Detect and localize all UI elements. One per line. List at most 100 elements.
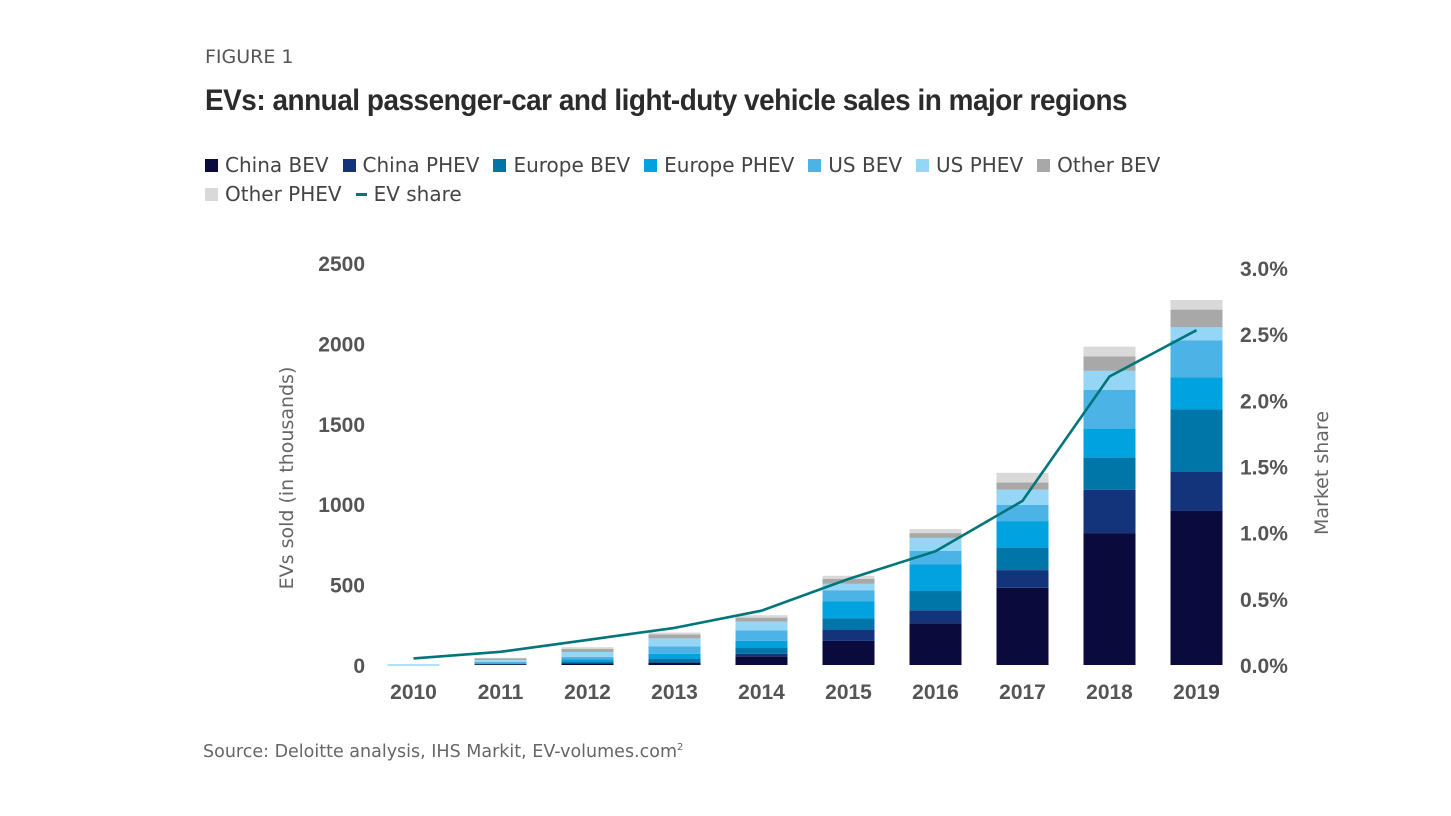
bar-segment-europe-bev-2011 bbox=[474, 663, 527, 665]
bar-segment-china-bev-2017 bbox=[996, 587, 1049, 665]
x-tick-label: 2016 bbox=[912, 681, 959, 704]
bar-segment-europe-bev-2016 bbox=[909, 591, 962, 611]
x-tick-label: 2013 bbox=[651, 681, 698, 704]
line-layer bbox=[413, 329, 1198, 660]
bar-segment-us-bev-2017 bbox=[996, 505, 1049, 522]
bar-segment-us-bev-2014 bbox=[735, 630, 788, 641]
ev-share-line bbox=[413, 329, 1198, 660]
y-tick-label: 2000 bbox=[318, 333, 365, 356]
bar-segment-china-phev-2018 bbox=[1083, 489, 1136, 534]
bar-segment-europe-bev-2013 bbox=[648, 658, 701, 663]
bar-segment-china-bev-2015 bbox=[822, 640, 875, 665]
bar-segment-europe-phev-2018 bbox=[1083, 428, 1136, 458]
x-tick-label: 2011 bbox=[478, 681, 524, 704]
legend-label: Other BEV bbox=[1057, 153, 1161, 177]
bar-segment-us-phev-2014 bbox=[735, 621, 788, 631]
legend-item-us-bev: US BEV bbox=[808, 153, 902, 177]
bar-segment-other-phev-2017 bbox=[996, 472, 1049, 483]
bar-segment-china-bev-2012 bbox=[561, 663, 614, 665]
bar-segment-europe-phev-2013 bbox=[648, 653, 701, 659]
bar-segment-us-bev-2018 bbox=[1083, 390, 1136, 429]
bar-segment-us-phev-2017 bbox=[996, 489, 1049, 505]
bar-segment-us-phev-2012 bbox=[561, 652, 614, 657]
bar-segment-europe-bev-2014 bbox=[735, 647, 788, 654]
bar-segment-us-phev-2015 bbox=[822, 583, 875, 591]
bar-segment-europe-bev-2012 bbox=[561, 661, 614, 664]
bar-segment-europe-phev-2019 bbox=[1170, 377, 1223, 410]
bar-segment-us-phev-2018 bbox=[1083, 370, 1136, 390]
bar-segment-other-phev-2015 bbox=[822, 575, 875, 579]
legend-swatch bbox=[205, 158, 218, 172]
source-note: Source: Deloitte analysis, IHS Markit, E… bbox=[203, 742, 683, 762]
legend-label: Europe BEV bbox=[513, 153, 631, 177]
figure-label: FIGURE 1 bbox=[205, 46, 294, 68]
bar-segment-other-phev-2011 bbox=[474, 657, 527, 659]
legend-label: US PHEV bbox=[936, 153, 1024, 177]
x-tick-label: 2014 bbox=[738, 681, 785, 704]
legend-label: Other PHEV bbox=[225, 182, 342, 206]
y2-tick-label: 2.5% bbox=[1240, 324, 1288, 347]
bars-layer bbox=[387, 300, 1223, 666]
legend-line-swatch bbox=[355, 192, 367, 196]
legend-label: EV share bbox=[373, 182, 462, 206]
source-footnote: 2 bbox=[677, 742, 684, 753]
x-tick-label: 2010 bbox=[390, 681, 437, 704]
x-tick-label: 2018 bbox=[1086, 681, 1133, 704]
left-axis-ticks: 0 500 1000 1500 2000 2500 bbox=[318, 253, 365, 678]
bar-segment-us-bev-2013 bbox=[648, 646, 701, 654]
legend-swatch bbox=[342, 158, 356, 172]
bar-segment-other-phev-2018 bbox=[1083, 346, 1136, 357]
legend-swatch bbox=[493, 158, 507, 172]
legend-label: Europe PHEV bbox=[664, 153, 795, 177]
chart-legend: China BEV China PHEV Europe BEV Europe PHEV… bbox=[205, 153, 1225, 206]
bar-segment-us-phev-2011 bbox=[474, 660, 527, 662]
bar-segment-us-bev-2019 bbox=[1170, 340, 1223, 378]
legend-swatch bbox=[205, 187, 218, 201]
bar-segment-europe-phev-2011 bbox=[474, 663, 527, 664]
bar-segment-china-bev-2014 bbox=[735, 656, 788, 665]
legend-item-china-bev: China BEV bbox=[205, 153, 329, 177]
legend-item-europe-phev: Europe PHEV bbox=[644, 153, 794, 177]
y-axis-title: EVs sold (in thousands) bbox=[276, 367, 298, 590]
y2-tick-label: 3.0% bbox=[1240, 258, 1288, 281]
x-tick-label: 2015 bbox=[825, 681, 872, 704]
bar-segment-europe-phev-2014 bbox=[735, 640, 788, 648]
y2-tick-label: 1.5% bbox=[1240, 457, 1288, 480]
bar-segment-other-bev-2013 bbox=[648, 634, 701, 639]
y2-tick-label: 0.5% bbox=[1240, 589, 1288, 612]
y-tick-label: 2500 bbox=[318, 253, 365, 276]
x-axis-ticks: 2010 2011 2012 2013 2014 2015 2016 2017 2018 2019 bbox=[390, 681, 1220, 704]
bar-segment-other-phev-2013 bbox=[648, 632, 701, 635]
bar-segment-other-bev-2012 bbox=[561, 648, 614, 652]
bar-segment-china-bev-2016 bbox=[909, 623, 962, 665]
y-tick-label: 1000 bbox=[318, 494, 365, 517]
y2-tick-label: 1.0% bbox=[1240, 523, 1288, 546]
x-tick-label: 2012 bbox=[564, 681, 611, 704]
bar-segment-us-bev-2012 bbox=[561, 656, 614, 660]
source-text: Source: Deloitte analysis, IHS Markit, E… bbox=[203, 742, 677, 762]
bar-segment-china-bev-2013 bbox=[648, 662, 701, 665]
bar-segment-china-phev-2014 bbox=[735, 653, 788, 657]
bar-segment-china-bev-2018 bbox=[1083, 533, 1136, 665]
bar-segment-china-phev-2016 bbox=[909, 610, 962, 624]
y-tick-label: 500 bbox=[330, 575, 365, 598]
legend-item-us-phev: US PHEV bbox=[916, 153, 1023, 177]
y-tick-label: 1500 bbox=[318, 414, 365, 437]
bar-segment-other-phev-2016 bbox=[909, 529, 962, 534]
bar-segment-europe-bev-2019 bbox=[1170, 409, 1223, 472]
bar-segment-other-bev-2014 bbox=[735, 617, 788, 622]
bar-segment-china-phev-2015 bbox=[822, 629, 875, 641]
y2-tick-label: 2.0% bbox=[1240, 390, 1288, 413]
bar-segment-other-phev-2012 bbox=[561, 647, 614, 649]
y-tick-label: 0 bbox=[353, 655, 365, 678]
bar-segment-other-phev-2019 bbox=[1170, 300, 1223, 310]
legend-item-ev-share: EV share bbox=[355, 182, 462, 206]
x-tick-label: 2019 bbox=[1173, 681, 1220, 704]
chart-title: EVs: annual passenger-car and light-duty… bbox=[205, 84, 1128, 117]
bar-segment-other-bev-2018 bbox=[1083, 356, 1136, 371]
bar-segment-europe-phev-2015 bbox=[822, 601, 875, 619]
legend-swatch bbox=[808, 158, 822, 172]
legend-label: China PHEV bbox=[362, 153, 480, 177]
legend-swatch bbox=[644, 158, 658, 172]
